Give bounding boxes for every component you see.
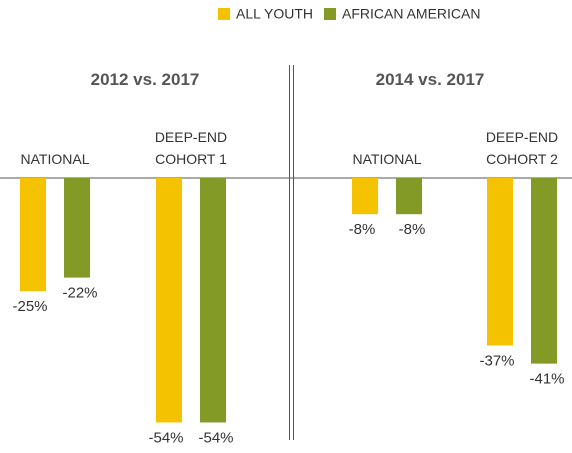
legend-swatch xyxy=(218,8,230,20)
bar xyxy=(156,178,182,423)
bar xyxy=(531,178,557,364)
value-label: -8% xyxy=(349,221,376,238)
bar xyxy=(64,178,90,278)
category-label: DEEP-END COHORT 1 xyxy=(154,129,228,167)
value-label: -8% xyxy=(399,221,426,238)
bar xyxy=(352,178,378,215)
value-label: -54% xyxy=(198,429,233,446)
value-label: -22% xyxy=(62,285,97,302)
bar xyxy=(200,178,226,423)
legend-label: AFRICAN AMERICAN xyxy=(342,6,480,22)
legend-swatch xyxy=(324,8,336,20)
category-label: NATIONAL xyxy=(20,151,90,167)
bar xyxy=(396,178,422,215)
legend-label: ALL YOUTH xyxy=(236,6,313,22)
value-label: -37% xyxy=(479,352,514,369)
panel-title: 2012 vs. 2017 xyxy=(90,70,200,89)
category-label: NATIONAL xyxy=(352,151,422,167)
panel-title: 2014 vs. 2017 xyxy=(375,70,485,89)
category-label: DEEP-END COHORT 2 xyxy=(485,129,559,167)
bar xyxy=(20,178,46,292)
value-label: -41% xyxy=(529,371,564,388)
value-label: -54% xyxy=(148,429,183,446)
bar xyxy=(487,178,513,346)
value-label: -25% xyxy=(12,298,47,315)
